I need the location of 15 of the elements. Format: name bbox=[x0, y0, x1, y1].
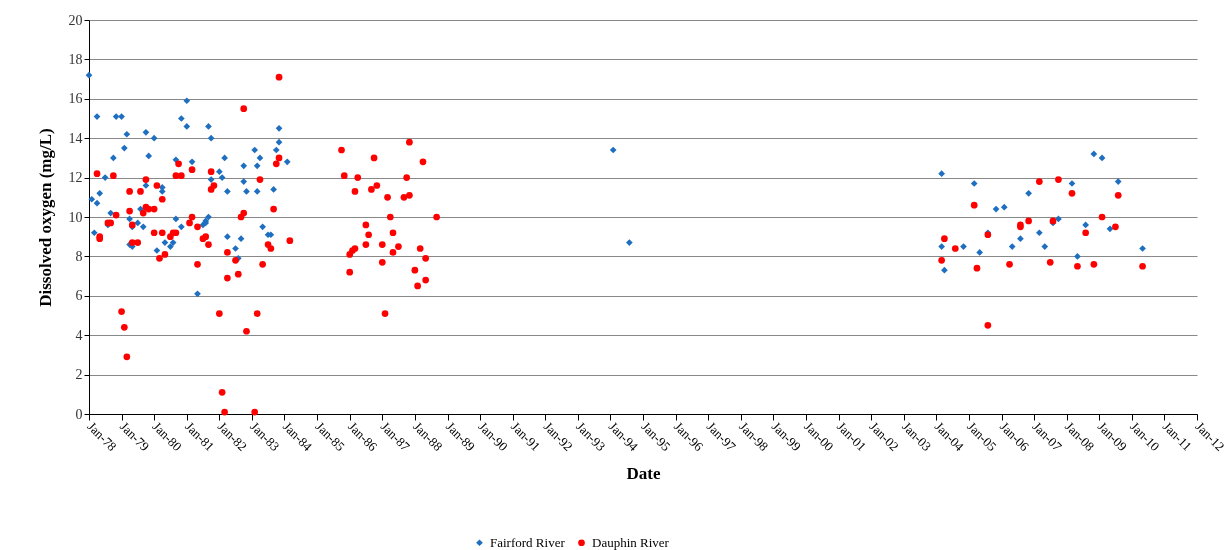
y-tick-label: 2 bbox=[75, 367, 83, 383]
y-tick-label: 6 bbox=[75, 288, 83, 304]
y-tick-label: 10 bbox=[68, 209, 83, 225]
y-tick-label: 14 bbox=[68, 130, 83, 146]
y-tick-label: 20 bbox=[68, 12, 83, 28]
y-tick-label: 0 bbox=[75, 406, 83, 422]
legend-label: Dauphin River bbox=[592, 534, 670, 550]
y-tick-label: 8 bbox=[75, 248, 83, 264]
y-tick-label: 16 bbox=[68, 91, 83, 107]
y-tick-label: 18 bbox=[68, 51, 83, 67]
legend-label: Fairford River bbox=[490, 534, 566, 550]
y-axis-title: Dissolved oxygen (mg/L) bbox=[35, 128, 55, 307]
y-tick-label: 4 bbox=[75, 327, 83, 343]
y-tick-label: 12 bbox=[68, 170, 83, 186]
x-axis-title: Date bbox=[626, 463, 661, 483]
